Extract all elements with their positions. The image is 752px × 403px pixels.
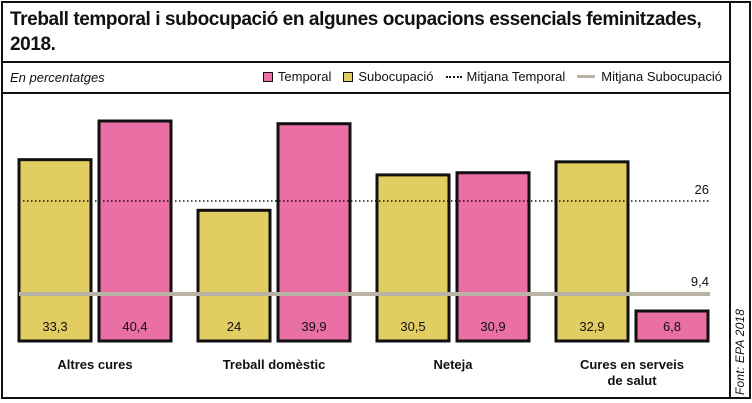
bar-temporal — [97, 119, 173, 343]
legend-label: Temporal — [277, 69, 332, 84]
data-label: 30,9 — [480, 319, 505, 334]
bar-subocupacio — [375, 173, 451, 343]
mitjana-subocupacio-label: 9,4 — [691, 274, 709, 289]
category-label: Altres cures — [15, 357, 175, 373]
bar-subocupacio — [17, 158, 93, 343]
legend-item-mitjana-temporal: Mitjana Temporal — [445, 69, 566, 84]
legend-item-mitjana-subocupacio: Mitjana Subocupació — [577, 69, 722, 84]
divider — [1, 92, 731, 94]
category-label-line: Neteja — [433, 357, 473, 372]
bar-chart: 26 9,4 33,3 40,4 24 39,9 30,5 30,9 32,9 6,8 — [17, 119, 710, 343]
chart-frame — [1, 1, 731, 399]
legend-label: Mitjana Subocupació — [601, 69, 722, 84]
data-label: 39,9 — [301, 319, 326, 334]
chart-subtitle: En percentatges — [10, 70, 105, 85]
legend: Temporal Subocupació Mitjana Temporal Mi… — [251, 69, 722, 84]
legend-label: Subocupació — [358, 69, 434, 84]
source-note: Font: EPA 2018 — [733, 308, 747, 395]
divider — [1, 61, 731, 63]
legend-item-temporal: Temporal — [262, 69, 332, 84]
mitjana-temporal-label: 26 — [695, 182, 709, 197]
category-label-line: de salut — [607, 373, 657, 388]
category-label: Treball domèstic — [194, 357, 354, 373]
legend-item-subocupacio: Subocupació — [343, 69, 434, 84]
legend-label: Mitjana Temporal — [466, 69, 566, 84]
bar-temporal — [276, 122, 352, 343]
legend-swatch-subocupacio — [343, 71, 354, 82]
data-label: 24 — [227, 319, 241, 334]
legend-dotted-line — [445, 75, 462, 78]
bar-temporal — [634, 309, 710, 343]
data-label: 6,8 — [663, 319, 681, 334]
category-label: Cures en serveis de salut — [552, 357, 712, 389]
data-label: 30,5 — [400, 319, 425, 334]
category-label-line: Treball domèstic — [222, 357, 326, 372]
category-label: Neteja — [373, 357, 533, 373]
legend-swatch-temporal — [262, 71, 273, 82]
chart-title: Treball temporal i subocupació en algune… — [10, 9, 702, 55]
bar-subocupacio — [554, 160, 630, 343]
category-label-line: Altres cures — [57, 357, 133, 372]
bar-subocupacio — [196, 208, 272, 343]
data-label: 40,4 — [122, 319, 147, 334]
source-panel — [731, 1, 751, 399]
category-label-line: Cures en serveis — [579, 357, 685, 372]
legend-solid-line — [577, 75, 596, 78]
data-label: 32,9 — [579, 319, 604, 334]
bar-temporal — [455, 171, 531, 343]
data-label: 33,3 — [42, 319, 67, 334]
